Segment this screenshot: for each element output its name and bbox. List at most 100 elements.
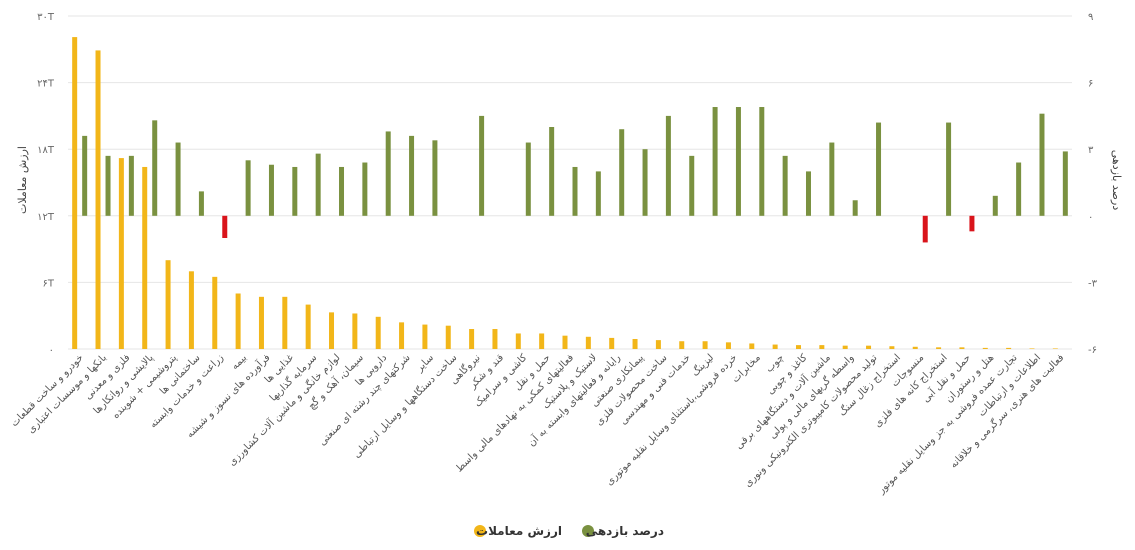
- value-bar: [422, 324, 428, 349]
- legend-item-value[interactable]: ارزش معاملات: [474, 524, 562, 538]
- value-bar: [982, 347, 988, 349]
- return-bar: [782, 155, 788, 216]
- value-bar: [352, 313, 358, 349]
- value-bar: [1029, 348, 1035, 349]
- right-tick-label: ۹: [1088, 12, 1093, 23]
- value-bar: [959, 347, 965, 349]
- right-tick-label: -۳: [1088, 278, 1098, 289]
- value-bar: [188, 271, 194, 349]
- return-bar: [689, 155, 695, 216]
- right-tick-label: ۳: [1088, 145, 1094, 156]
- return-bar: [245, 160, 251, 216]
- value-bar: [329, 312, 335, 349]
- legend-label-return: درصد بازدهی: [586, 524, 664, 538]
- return-bars: [82, 107, 1068, 243]
- left-axis-ticks: ۰ ۶T ۱۲T ۱۸T ۲۴T ۳۰T: [37, 12, 55, 356]
- return-bar: [969, 215, 975, 232]
- legend[interactable]: درصد بازدهی ارزش معاملات: [474, 524, 664, 538]
- value-bar: [142, 166, 148, 349]
- value-bar: [118, 158, 124, 349]
- value-bar: [539, 333, 545, 349]
- legend-item-return[interactable]: درصد بازدهی: [582, 524, 664, 538]
- return-bar: [292, 166, 298, 216]
- value-bar: [936, 347, 942, 349]
- value-bar: [679, 341, 685, 349]
- value-bar: [492, 329, 498, 349]
- value-bar: [72, 37, 78, 350]
- left-tick-label: ۳۰T: [37, 12, 55, 23]
- value-bar: [842, 345, 848, 349]
- return-bar: [805, 171, 811, 216]
- value-bar: [912, 346, 918, 349]
- right-tick-label: ۶: [1088, 79, 1093, 90]
- return-bar: [992, 195, 998, 216]
- return-bar: [595, 171, 601, 216]
- left-tick-label: ۶T: [43, 278, 55, 289]
- value-bar: [399, 322, 405, 349]
- return-bar: [222, 215, 228, 238]
- value-bar: [749, 343, 755, 349]
- value-bar: [795, 345, 801, 349]
- return-bar: [315, 153, 321, 216]
- value-bar: [585, 336, 591, 349]
- value-bar: [282, 296, 288, 349]
- return-bar: [385, 131, 391, 216]
- value-bar: [562, 335, 568, 349]
- value-bar: [375, 316, 381, 349]
- left-tick-label: ۱۸T: [37, 145, 55, 156]
- return-bar: [759, 107, 765, 216]
- return-bar: [829, 142, 835, 216]
- value-bar: [445, 325, 451, 349]
- return-bar: [432, 140, 438, 216]
- return-bar: [572, 166, 578, 216]
- value-bar: [469, 329, 475, 349]
- return-bar: [665, 115, 671, 216]
- value-bar: [212, 276, 218, 349]
- return-bar: [525, 142, 531, 216]
- return-bar: [82, 135, 88, 216]
- return-bar: [409, 135, 415, 216]
- right-tick-label: -۶: [1088, 345, 1097, 356]
- return-bar: [619, 129, 625, 216]
- category-label: بیمه: [229, 352, 249, 372]
- value-bar: [165, 260, 171, 349]
- value-bar: [305, 304, 311, 349]
- return-bar: [712, 107, 718, 216]
- value-bar: [1052, 348, 1058, 349]
- value-bar: [515, 333, 521, 349]
- value-bars: [72, 37, 1058, 350]
- right-axis-ticks: -۶ -۳ ۰ ۳ ۶ ۹: [1088, 12, 1098, 356]
- right-tick-label: ۰: [1088, 212, 1093, 223]
- return-bar: [1039, 113, 1045, 216]
- value-bar: [889, 346, 895, 349]
- return-bar: [362, 162, 368, 216]
- return-bar: [339, 166, 345, 216]
- return-bar: [946, 122, 952, 216]
- left-tick-label: ۱۲T: [37, 212, 55, 223]
- return-bar: [1062, 151, 1068, 216]
- grid-lines: [68, 15, 1072, 350]
- value-bar: [95, 50, 101, 349]
- return-bar: [268, 164, 274, 216]
- return-bar: [152, 120, 158, 216]
- return-bar: [549, 127, 555, 216]
- left-axis-title: ارزش معاملات: [16, 146, 29, 214]
- return-bar: [876, 122, 882, 216]
- return-bar: [1016, 162, 1022, 216]
- return-bar: [735, 107, 741, 216]
- value-bar: [258, 296, 264, 349]
- return-bar: [922, 215, 928, 243]
- right-axis-title: درصد بازدهی: [1110, 150, 1123, 211]
- return-bar: [105, 155, 111, 216]
- return-bar: [479, 115, 485, 216]
- value-bar: [235, 293, 241, 349]
- return-bar: [198, 191, 204, 216]
- value-bar: [1006, 347, 1012, 349]
- return-bar: [642, 149, 648, 216]
- value-bar: [819, 345, 825, 349]
- left-tick-label: ۰: [49, 345, 54, 356]
- left-tick-label: ۲۴T: [37, 79, 55, 90]
- value-bar: [725, 342, 731, 349]
